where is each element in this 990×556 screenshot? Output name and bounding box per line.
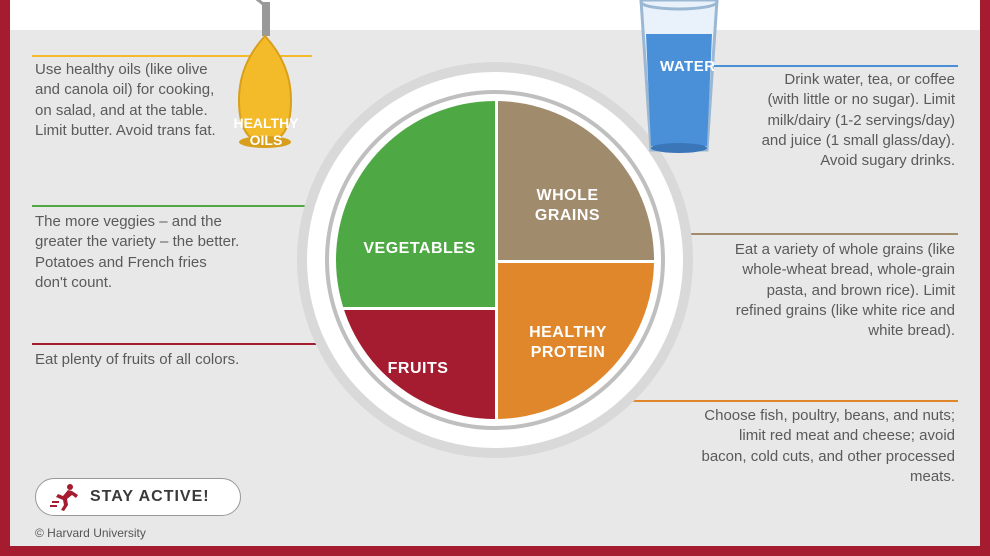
label-water: WATER <box>660 58 716 75</box>
note-fruits: Eat plenty of fruits of all colors. <box>35 350 240 370</box>
credit-line: © Harvard University <box>35 526 146 540</box>
stay-active-badge: STAY ACTIVE! <box>35 478 241 516</box>
stay-active-label: STAY ACTIVE! <box>90 488 210 506</box>
runner-icon <box>50 483 80 511</box>
label-fruits: FRUITS <box>358 360 478 378</box>
note-healthy-protein: Choose fish, poultry, beans, and nuts; l… <box>700 406 955 487</box>
note-water: Drink water, tea, or coffee (with little… <box>755 70 955 171</box>
rule-fruits <box>32 343 352 345</box>
note-whole-grains: Eat a variety of whole grains (like whol… <box>730 240 955 341</box>
section-vegetables <box>336 101 495 307</box>
label-healthy-protein: HEALTHYPROTEIN <box>498 323 638 363</box>
water-icon <box>629 0 729 162</box>
note-healthy-oils: Use healthy oils (like olive and canola … <box>35 60 230 141</box>
label-vegetables: VEGETABLES <box>352 240 487 258</box>
label-healthy-oils: HEALTHYOILS <box>228 115 304 149</box>
rule-water <box>700 65 958 67</box>
note-vegetables: The more veggies – and the greater the v… <box>35 212 240 293</box>
label-whole-grains: WHOLEGRAINS <box>500 186 635 226</box>
